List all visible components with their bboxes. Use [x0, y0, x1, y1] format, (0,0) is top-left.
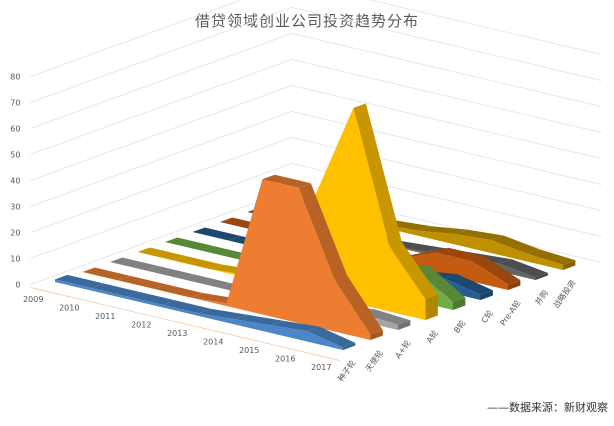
series-top-A轮 [173, 256, 222, 269]
series-top-种子轮 [307, 326, 356, 348]
series-top-种子轮 [271, 320, 320, 332]
series-end-B轮 [453, 297, 466, 310]
y-tick-label: 10 [10, 254, 20, 263]
series-label: 种子轮 [335, 358, 357, 383]
series-top-天使轮 [190, 293, 239, 304]
series-end-C轮 [480, 290, 493, 300]
series-end-并购 [535, 272, 548, 280]
x-axis-line [30, 287, 341, 361]
series-top-天使轮 [154, 284, 203, 298]
gridline [30, 137, 602, 233]
series-top-A+轮 [182, 274, 231, 288]
series-end-种子轮 [343, 342, 356, 350]
gridline [30, 7, 602, 103]
series-top-种子轮 [235, 314, 284, 326]
y-tick-label: 80 [10, 72, 20, 81]
series-end-Pre-A轮 [508, 280, 521, 290]
series-top-天使轮 [82, 267, 131, 281]
x-tick-label: 2009 [23, 295, 43, 304]
series-top-种子轮 [127, 291, 176, 305]
series-top-Pre-A轮 [436, 247, 485, 261]
series-top-天使轮 [262, 174, 311, 188]
y-tick-label: 70 [10, 98, 20, 107]
source-note: ——数据来源：新财观察 [487, 401, 608, 414]
series-label: A轮 [424, 328, 440, 345]
gridline [30, 33, 602, 129]
series-top-天使轮 [334, 275, 383, 335]
gridline [30, 163, 602, 259]
series-end-A轮 [425, 294, 438, 320]
gridline [30, 59, 602, 155]
y-tick-label: 20 [10, 228, 20, 237]
series-end-战略投资 [563, 260, 576, 270]
y-tick-label: 0 [15, 280, 20, 289]
series-top-天使轮 [118, 276, 167, 289]
series-area-A轮 [137, 108, 426, 320]
series-top-B轮 [165, 237, 214, 251]
series-label: 战略投资 [551, 278, 578, 310]
x-tick-label: 2014 [203, 338, 223, 347]
y-tick-label: 60 [10, 124, 20, 133]
y-tick-label: 30 [10, 202, 20, 211]
x-tick-label: 2015 [239, 346, 259, 355]
series-top-C轮 [444, 274, 493, 295]
series-top-战略投资 [527, 249, 576, 265]
gridline [30, 111, 602, 207]
series-top-A轮 [389, 242, 438, 300]
series-top-B轮 [201, 246, 250, 259]
series-label: Pre-A轮 [498, 298, 523, 327]
x-tick-label: 2010 [59, 304, 79, 313]
series-top-B轮 [417, 265, 466, 303]
series-top-并购 [391, 241, 440, 252]
x-tick-label: 2016 [275, 355, 295, 364]
series-top-Pre-A轮 [472, 256, 521, 285]
series-top-A轮 [353, 103, 402, 247]
series-top-Pre-A轮 [400, 247, 449, 260]
series-top-种子轮 [163, 300, 212, 314]
series-top-战略投资 [491, 235, 540, 254]
series-top-并购 [499, 259, 548, 278]
series-top-A+轮 [362, 309, 411, 325]
series-top-A+轮 [110, 257, 159, 271]
series-top-种子轮 [91, 283, 140, 297]
chart-title: 借贷领域创业公司投资趋势分布 [194, 12, 419, 30]
series-end-A+轮 [398, 320, 411, 330]
series-area-天使轮 [82, 179, 371, 340]
series-end-天使轮 [370, 330, 383, 340]
series-label: 天使轮 [363, 348, 385, 373]
x-tick-label: 2011 [95, 312, 115, 321]
series-top-天使轮 [298, 183, 347, 280]
y-tick-label: 50 [10, 150, 20, 159]
x-tick-label: 2017 [311, 363, 331, 372]
series-area-种子轮 [55, 279, 343, 350]
series-top-种子轮 [55, 274, 104, 288]
series-label: B轮 [452, 318, 468, 335]
series-top-A+轮 [146, 266, 195, 279]
series-top-C轮 [192, 227, 241, 241]
series-top-战略投资 [419, 226, 468, 235]
x-tick-label: 2013 [167, 329, 187, 338]
series-top-战略投资 [455, 229, 504, 240]
series-label: A+轮 [393, 338, 413, 360]
series-top-种子轮 [199, 308, 248, 320]
series-label: 并购 [533, 288, 550, 307]
y-tick-label: 40 [10, 176, 20, 185]
series-top-A轮 [137, 247, 186, 261]
gridline [30, 0, 602, 77]
x-tick-label: 2012 [131, 321, 151, 330]
gridline [30, 85, 602, 181]
series-label: C轮 [479, 308, 495, 325]
